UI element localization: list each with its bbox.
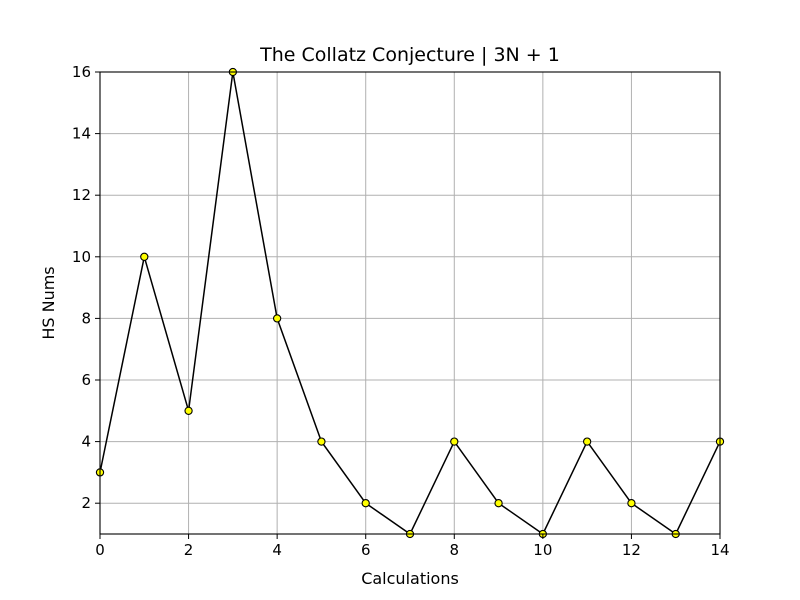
data-point bbox=[140, 252, 149, 261]
x-tick-label: 10 bbox=[533, 541, 552, 559]
y-tick-label: 6 bbox=[81, 371, 91, 389]
grid bbox=[99, 71, 721, 534]
x-tick-label: 12 bbox=[622, 541, 641, 559]
y-tick-label: 12 bbox=[72, 186, 91, 204]
data-point bbox=[272, 314, 282, 323]
y-tick-label: 10 bbox=[72, 248, 91, 266]
x-tick-label: 14 bbox=[710, 541, 729, 559]
series-line bbox=[99, 71, 721, 536]
data-point bbox=[627, 499, 636, 508]
y-axis: 2 4 6 8 10 12 14 16 bbox=[72, 63, 100, 512]
x-tick-label: 2 bbox=[184, 541, 194, 559]
y-tick-label: 2 bbox=[81, 494, 91, 512]
data-point bbox=[361, 499, 370, 508]
x-axis-label: Calculations bbox=[361, 569, 459, 588]
x-tick-label: 4 bbox=[272, 541, 282, 559]
data-point bbox=[184, 406, 193, 415]
x-tick-label: 0 bbox=[95, 541, 105, 559]
y-tick-label: 14 bbox=[72, 125, 91, 143]
y-tick-label: 4 bbox=[81, 433, 91, 451]
x-axis: 0 2 4 6 8 10 12 14 bbox=[95, 534, 730, 559]
x-tick-label: 6 bbox=[361, 541, 371, 559]
data-point bbox=[450, 437, 459, 446]
y-tick-label: 16 bbox=[72, 63, 91, 81]
data-point bbox=[494, 499, 503, 508]
data-point bbox=[582, 437, 592, 446]
y-tick-label: 8 bbox=[81, 309, 91, 327]
y-axis-label: HS Nums bbox=[39, 266, 58, 339]
x-tick-label: 8 bbox=[450, 541, 460, 559]
series-layer bbox=[95, 67, 725, 539]
chart-title: The Collatz Conjecture | 3N + 1 bbox=[259, 44, 560, 66]
plot-frame bbox=[99, 71, 721, 535]
data-point bbox=[317, 437, 326, 446]
